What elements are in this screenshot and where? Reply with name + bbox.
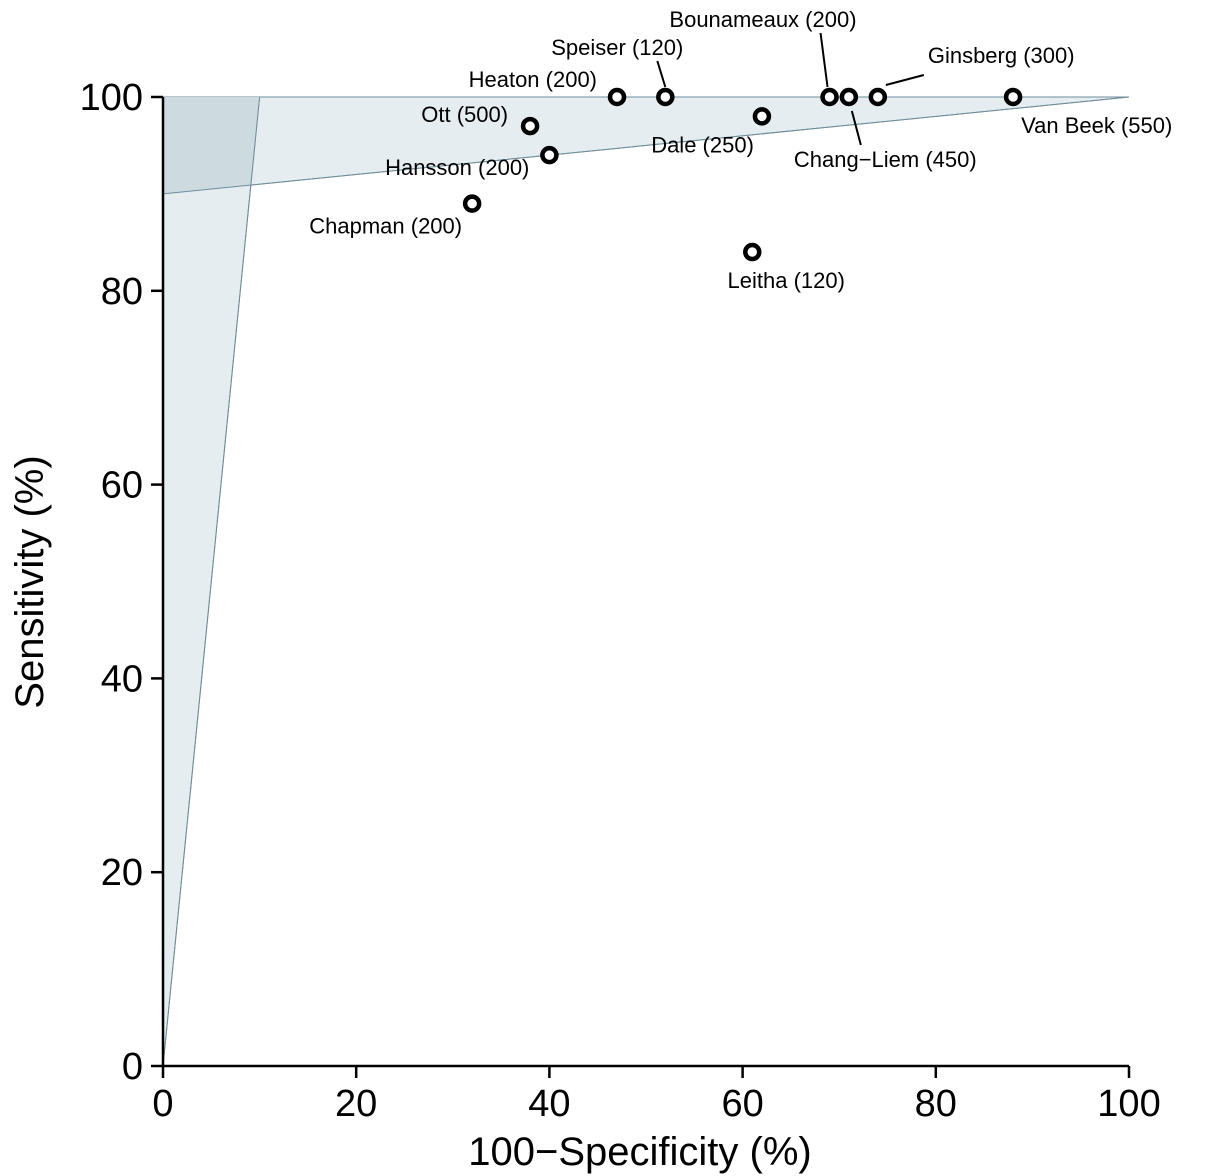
data-point	[820, 87, 839, 107]
data-point-label: Ginsberg (300)	[928, 43, 1075, 68]
data-point-labels: Van Beek (550) Ginsberg (300) Chang−Liem (…	[309, 7, 1172, 293]
x-tick-label: 40	[528, 1083, 570, 1125]
data-point	[656, 87, 675, 107]
x-tick-label: 100	[1097, 1083, 1160, 1125]
y-tick-label: 0	[122, 1046, 143, 1088]
y-tick-label: 60	[101, 465, 143, 507]
y-tick-label: 80	[101, 271, 143, 313]
data-point-label: Heaton (200)	[469, 67, 597, 92]
y-tick-label: 20	[101, 852, 143, 894]
overlap-region	[163, 97, 260, 194]
leader-line	[819, 32, 829, 88]
data-point-label: Chapman (200)	[309, 214, 462, 239]
data-point-label: Bounameaux (200)	[669, 7, 856, 32]
x-tick-label: 60	[721, 1083, 763, 1125]
data-point	[752, 107, 772, 126]
x-tick-label: 80	[915, 1083, 957, 1125]
data-point	[607, 87, 627, 107]
y-tick-label: 100	[80, 77, 143, 119]
data-point-label: Ott (500)	[421, 102, 508, 127]
data-point	[540, 145, 559, 165]
data-point	[462, 194, 482, 213]
leader-line	[656, 60, 667, 88]
data-point-label: Chang−Liem (450)	[794, 147, 977, 172]
data-point	[839, 87, 859, 107]
shaded-regions	[162, 96, 1130, 1067]
data-point	[743, 242, 762, 262]
data-point	[868, 87, 888, 107]
data-point	[520, 116, 540, 136]
data-point-label: Hansson (200)	[385, 155, 529, 180]
label-leader-lines	[656, 32, 925, 146]
leader-line	[885, 74, 925, 86]
x-tick-label: 20	[335, 1083, 377, 1125]
data-points	[462, 87, 1023, 262]
axes: 0 20 40 60 80 100 0 20 40 60 80 100	[80, 77, 1161, 1125]
y-axis-title: Sensitivity (%)	[8, 455, 52, 708]
data-point-label: Speiser (120)	[551, 35, 683, 60]
leader-line	[850, 110, 862, 146]
data-point	[1003, 87, 1023, 107]
low-fpr-boundary	[162, 96, 261, 1067]
data-point-label: Van Beek (550)	[1021, 113, 1172, 138]
data-point-label: Dale (250)	[651, 132, 754, 157]
x-axis-title: 100−Specificity (%)	[468, 1130, 811, 1174]
x-tick-label: 0	[152, 1083, 173, 1125]
high-sensitivity-boundary	[162, 96, 1130, 195]
data-point-label: Leitha (120)	[728, 268, 845, 293]
y-tick-label: 40	[101, 658, 143, 700]
